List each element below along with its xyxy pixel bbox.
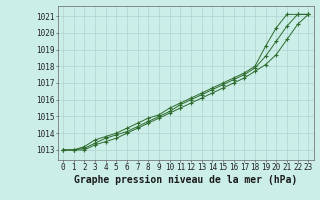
X-axis label: Graphe pression niveau de la mer (hPa): Graphe pression niveau de la mer (hPa) xyxy=(74,175,297,185)
